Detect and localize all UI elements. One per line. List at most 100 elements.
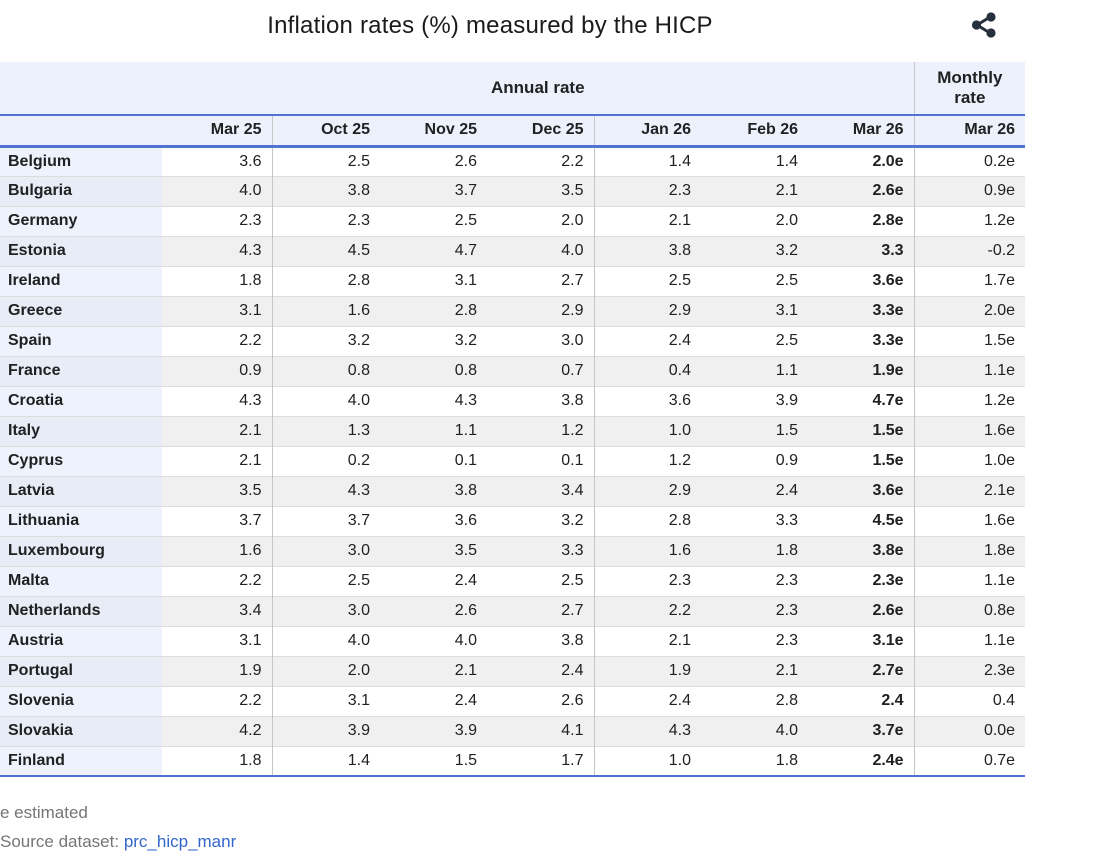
- annual-value-cell: 1.0: [593, 416, 701, 446]
- annual-value-cell: 4.7e: [872, 392, 904, 409]
- annual-value-cell: 3.7: [239, 512, 262, 529]
- annual-value-cell: 3.6e: [872, 272, 904, 289]
- monthly-value-cell: 1.6e: [913, 506, 1026, 536]
- annual-value-cell: 0.4: [593, 356, 701, 386]
- table-row: Latvia 3.5 4.3 3.8 3.4 2.9 2.4 3.6e 2.1e: [0, 476, 1026, 506]
- annual-value-cell: 1.6: [271, 296, 380, 326]
- annual-value-cell: 4.0: [487, 236, 594, 266]
- month-column-header: Mar 25: [162, 115, 272, 148]
- country-cell: Italy: [0, 416, 162, 446]
- country-cell: Cyprus: [0, 446, 162, 476]
- country-cell: Lithuania: [0, 506, 162, 536]
- annual-value-cell: 3.9: [775, 392, 798, 409]
- annual-value-cell: 3.8: [561, 632, 584, 649]
- month-column-header: Jan 26: [593, 115, 701, 148]
- annual-value-cell: 2.3: [593, 176, 701, 206]
- annual-value-cell: 4.1: [487, 716, 594, 746]
- annual-value-cell: 2.6e: [808, 596, 915, 626]
- country-cell: Latvia: [0, 476, 162, 506]
- annual-value-cell: 2.4: [593, 326, 701, 356]
- monthly-value-cell: 1.1e: [913, 356, 1026, 386]
- annual-value-cell: 3.6: [454, 512, 477, 529]
- annual-value-cell: 3.2: [701, 236, 808, 266]
- source-prefix: Source dataset:: [0, 832, 124, 851]
- country-cell: Portugal: [0, 656, 162, 686]
- estimated-note: e estimated: [0, 803, 88, 822]
- source-dataset-link[interactable]: prc_hicp_manr: [123, 832, 237, 851]
- table-row: Austria 3.1 4.0 4.0 3.8 2.1 2.3 3.1e 1.1e: [0, 626, 1026, 656]
- annual-value-cell: 4.0: [271, 626, 380, 656]
- annual-value-cell: 2.8: [593, 506, 701, 536]
- monthly-value-cell: 0.9e: [913, 176, 1026, 206]
- annual-value-cell: 2.6: [380, 596, 487, 626]
- country-cell: Slovakia: [0, 716, 162, 746]
- annual-value-cell: 2.4: [701, 476, 808, 506]
- monthly-value-cell: 1.0e: [913, 446, 1026, 476]
- share-icon: [971, 12, 996, 38]
- annual-value-cell: 3.4: [162, 596, 272, 626]
- annual-value-cell: 3.2: [561, 512, 584, 529]
- table-row: Estonia 4.3 4.5 4.7 4.0 3.8 3.2 3.3 -0.2: [0, 236, 1026, 266]
- annual-value-cell: 3.2: [271, 326, 380, 356]
- annual-value-cell: 3.6e: [808, 476, 915, 506]
- share-button[interactable]: [967, 8, 1001, 42]
- annual-value-cell: 4.3: [593, 716, 701, 746]
- table-row: Finland 1.8 1.4 1.5 1.7 1.0 1.8 2.4e 0.7e: [0, 746, 1026, 777]
- monthly-value-cell: -0.2: [913, 236, 1026, 266]
- annual-value-cell: 1.2: [487, 416, 594, 446]
- country-cell: Luxembourg: [0, 536, 162, 566]
- monthly-rate-header: Monthly rate: [913, 62, 1026, 116]
- annual-value-cell: 2.1: [162, 416, 272, 446]
- annual-value-cell: 3.9: [271, 716, 380, 746]
- annual-value-cell: 4.3: [239, 392, 262, 409]
- annual-value-cell: 1.8: [239, 272, 262, 289]
- table-row: Slovakia 4.2 3.9 3.9 4.1 4.3 4.0 3.7e 0.0e: [0, 716, 1026, 746]
- monthly-value-cell: 1.8e: [913, 536, 1026, 566]
- annual-value-cell: 2.5: [593, 266, 701, 296]
- annual-value-cell: 3.3: [808, 236, 915, 266]
- table-row: France 0.9 0.8 0.8 0.7 0.4 1.1 1.9e 1.1e: [0, 356, 1026, 386]
- table-row: Slovenia 2.2 3.1 2.4 2.6 2.4 2.8 2.4 0.4: [0, 686, 1026, 716]
- table-row: Luxembourg 1.6 3.0 3.5 3.3 1.6 1.8 3.8e 1.8e: [0, 536, 1026, 566]
- annual-value-cell: 1.8: [162, 746, 272, 777]
- annual-value-cell: 2.0e: [872, 152, 904, 170]
- annual-value-cell: 2.3: [239, 212, 262, 229]
- annual-value-cell: 2.4: [881, 692, 904, 709]
- annual-value-cell: 1.2: [593, 446, 701, 476]
- annual-value-cell: 2.3: [701, 596, 808, 626]
- annual-value-cell: 2.1: [239, 452, 262, 469]
- annual-value-cell: 2.6e: [808, 176, 915, 206]
- annual-value-cell: 1.9: [162, 656, 272, 686]
- annual-value-cell: 2.5: [775, 272, 798, 289]
- annual-value-cell: 2.8: [380, 296, 487, 326]
- source-line: Source dataset: prc_hicp_manr: [0, 832, 1112, 852]
- annual-value-cell: 4.5e: [872, 512, 904, 529]
- annual-value-cell: 2.8: [775, 692, 798, 709]
- country-cell: Spain: [0, 326, 162, 356]
- annual-value-cell: 1.4: [593, 146, 701, 176]
- annual-value-cell: 0.1: [454, 452, 477, 469]
- monthly-value-cell: 1.1e: [913, 566, 1026, 596]
- months-header-row: Mar 25 Oct 25 Nov 25 Dec 25 Jan 26 Feb 26 Mar …: [0, 115, 1026, 148]
- annual-value-cell: 2.1: [701, 176, 808, 206]
- table-header: Annual rate Monthly rate Mar 25 Oct 25 Nov…: [0, 62, 1026, 148]
- annual-value-cell: 2.3e: [872, 572, 904, 589]
- annual-value-cell: 1.4: [775, 152, 798, 170]
- annual-value-cell: 2.4: [454, 572, 477, 589]
- monthly-value-cell: 1.1e: [913, 626, 1026, 656]
- table-row: Netherlands 3.4 3.0 2.6 2.7 2.2 2.3 2.6e 0.8e: [0, 596, 1026, 626]
- annual-value-cell: 3.7: [380, 176, 487, 206]
- monthly-value-cell: 2.3e: [913, 656, 1026, 686]
- country-cell: Estonia: [0, 236, 162, 266]
- monthly-value-cell: 1.6e: [913, 416, 1026, 446]
- table-row: Croatia 4.3 4.0 4.3 3.8 3.6 3.9 4.7e 1.2e: [0, 386, 1026, 416]
- annual-value-cell: 3.3e: [872, 332, 904, 349]
- annual-value-cell: 1.3: [271, 416, 380, 446]
- annual-value-cell: 0.2: [271, 446, 380, 476]
- annual-value-cell: 3.4: [487, 476, 594, 506]
- table-row: Portugal 1.9 2.0 2.1 2.4 1.9 2.1 2.7e 2.3e: [0, 656, 1026, 686]
- country-cell: Malta: [0, 566, 162, 596]
- table-row: Malta 2.2 2.5 2.4 2.5 2.3 2.3 2.3e 1.1e: [0, 566, 1026, 596]
- annual-value-cell: 3.6: [593, 386, 701, 416]
